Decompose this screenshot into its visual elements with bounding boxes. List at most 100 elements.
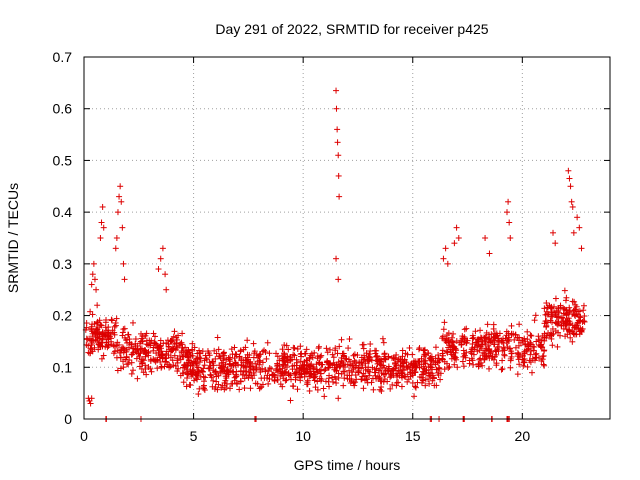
data-point — [566, 304, 573, 311]
data-point — [191, 377, 198, 384]
data-point — [147, 340, 154, 347]
chart-title: Day 291 of 2022, SRMTID for receiver p42… — [215, 21, 488, 37]
data-point — [482, 347, 489, 354]
data-point — [427, 373, 434, 380]
data-point — [516, 321, 523, 328]
data-point — [123, 346, 130, 353]
data-point — [306, 387, 313, 394]
data-point — [454, 364, 461, 371]
data-point — [158, 364, 165, 371]
data-point — [279, 383, 286, 390]
data-point — [427, 361, 434, 368]
data-point — [134, 375, 141, 382]
grid — [84, 57, 610, 419]
data-point — [94, 318, 101, 325]
data-point — [543, 334, 550, 341]
data-point — [335, 276, 342, 283]
data-point — [88, 395, 95, 402]
data-point — [103, 339, 110, 346]
data-point — [435, 365, 442, 372]
data-point — [142, 353, 149, 360]
data-point — [543, 323, 550, 330]
data-point — [514, 371, 521, 378]
data-point — [380, 362, 387, 369]
data-point — [539, 344, 546, 351]
data-point — [128, 341, 135, 348]
data-point — [306, 362, 313, 369]
data-point — [407, 361, 414, 368]
data-point — [430, 375, 437, 382]
data-point — [178, 339, 185, 346]
data-point — [498, 338, 505, 345]
data-point — [165, 341, 172, 348]
data-point — [162, 355, 169, 362]
data-point — [333, 87, 340, 94]
data-point — [453, 338, 460, 345]
data-point — [362, 360, 369, 367]
data-point — [98, 355, 105, 362]
data-point — [187, 353, 194, 360]
data-point — [342, 355, 349, 362]
data-point — [179, 353, 186, 360]
data-point — [293, 362, 300, 369]
data-point — [117, 183, 124, 190]
data-point — [399, 347, 406, 354]
data-point — [151, 333, 158, 340]
data-point — [333, 368, 340, 375]
data-point — [88, 281, 95, 288]
data-point — [97, 333, 104, 340]
data-point — [316, 367, 323, 374]
data-point — [292, 371, 299, 378]
data-point — [446, 363, 453, 370]
data-point — [392, 359, 399, 366]
data-point — [169, 337, 176, 344]
data-point — [571, 306, 578, 313]
data-point — [125, 331, 132, 338]
data-point — [87, 308, 94, 315]
x-axis-label: GPS time / hours — [294, 457, 401, 473]
data-point — [452, 346, 459, 353]
data-point — [371, 366, 378, 373]
data-point — [540, 361, 547, 368]
data-point — [521, 348, 528, 355]
data-point — [225, 355, 232, 362]
data-point — [538, 357, 545, 364]
data-point — [113, 235, 120, 241]
data-point — [506, 345, 513, 352]
data-point — [501, 351, 508, 358]
data-point — [514, 335, 521, 342]
data-point — [153, 341, 160, 348]
data-point — [150, 344, 157, 351]
data-point — [541, 362, 548, 369]
data-point — [350, 365, 357, 372]
data-point — [435, 372, 442, 379]
data-point — [348, 362, 355, 369]
data-point — [95, 346, 102, 353]
data-point — [505, 198, 512, 205]
data-point — [469, 344, 476, 351]
data-point — [450, 339, 457, 346]
data-point — [186, 358, 193, 365]
data-point — [192, 369, 199, 376]
data-point — [269, 371, 276, 378]
data-point — [87, 350, 94, 357]
data-point — [387, 385, 394, 392]
data-point — [512, 344, 519, 351]
data-point — [130, 367, 137, 374]
data-point — [176, 353, 183, 360]
data-point — [182, 344, 189, 351]
data-point — [194, 358, 201, 365]
data-point — [526, 357, 533, 364]
data-point — [264, 372, 271, 379]
data-point — [119, 332, 126, 339]
data-point — [388, 371, 395, 378]
data-point — [277, 381, 284, 388]
data-point — [252, 360, 259, 367]
data-point — [321, 393, 328, 400]
data-point — [152, 340, 159, 347]
data-point — [433, 382, 440, 389]
data-point — [448, 351, 455, 358]
data-point — [493, 333, 500, 340]
data-point — [543, 300, 550, 307]
